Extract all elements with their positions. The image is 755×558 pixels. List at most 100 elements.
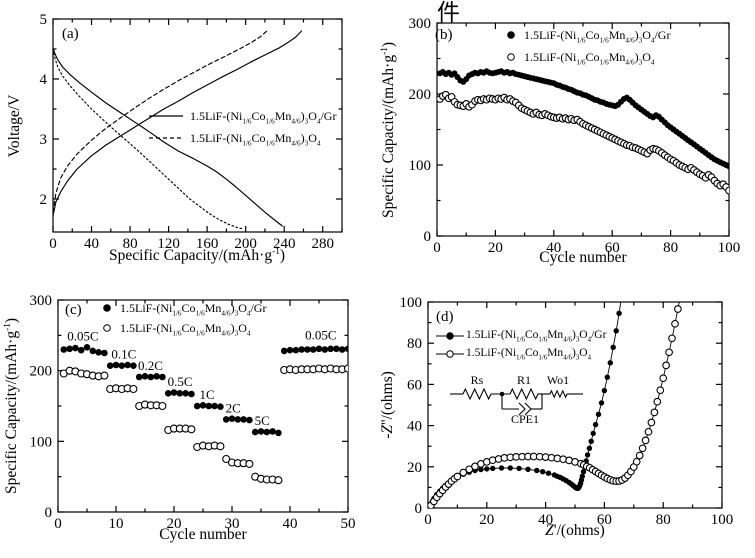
panel-b-tick-labels: 0 20 40 60 80 100 0 100 200 300 (409, 16, 741, 256)
series-pristine-discharge (53, 48, 245, 230)
svg-text:200: 200 (409, 87, 432, 103)
svg-text:20: 20 (488, 240, 503, 256)
rate-annotation: 0.05C (67, 328, 98, 343)
panel-d-nyquist-impedance: 0 20 40 60 80 100 0 20 40 60 80 100 Rs R1 Wo1 CPE1 (d) … (378, 279, 755, 558)
svg-text:0: 0 (424, 229, 432, 245)
svg-text:50: 50 (341, 516, 356, 532)
panel-c-axes (57, 299, 349, 513)
svg-text:10: 10 (109, 516, 124, 532)
solid-line-symbol (148, 110, 184, 122)
series-composite (437, 68, 729, 170)
panel-a-tick-labels: 0 40 80 120 160 200 240 280 2 3 4 5 (40, 12, 334, 252)
svg-text:160: 160 (196, 236, 219, 252)
svg-text:100: 100 (409, 158, 432, 174)
panel-a-series (53, 30, 303, 230)
svg-text:80: 80 (656, 512, 671, 528)
panel-a-y-axis-title: Voltage/V (6, 94, 23, 158)
panel-b-legend: 1.5LiF-(Ni1/6Co1/6Mn4/6)3O4/Gr 1.5LiF-(N… (504, 24, 670, 68)
legend-marker-glyph (149, 115, 183, 117)
panel-d-legend: 1.5LiF-(Ni1/6Co1/6Mn4/6)3O4/Gr 1.5LiF-(N… (436, 327, 606, 363)
svg-text:100: 100 (400, 295, 423, 311)
series-pristine (59, 364, 348, 485)
legend-label: 1.5LiF-(Ni1/6Co1/6Mn4/6)3O4/Gr (466, 329, 607, 344)
panel-a-plot: 0 40 80 120 160 200 240 280 2 3 4 5 (40, 12, 343, 252)
svg-text:2: 2 (40, 192, 48, 208)
legend-label: 1.5LiF-(Ni1/6Co1/6Mn4/6)3O4/Gr (190, 109, 337, 126)
panel-d-label: (d) (436, 309, 454, 325)
panel-c-y-axis-title: Specific Capacity/(mAh·g-1) (2, 317, 20, 495)
panel-b-y-axis-title: Specific Capacity/(mAh·g-1) (379, 41, 397, 219)
series-composite-discharge (53, 47, 283, 227)
filled-circle-symbol (100, 302, 114, 314)
panel-b-series (437, 68, 729, 195)
panel-c-legend: 1.5LiF-(Ni1/6Co1/6Mn4/6)3O4/Gr 1.5LiF-(N… (100, 298, 266, 338)
svg-text:80: 80 (123, 236, 138, 252)
svg-text:120: 120 (157, 236, 180, 252)
legend-label: 1.5LiF-(Ni1/6Co1/6Mn4/6)3O4/Gr (120, 301, 267, 318)
legend-marker-glyph (507, 53, 515, 61)
panel-a-x-axis-title: Specific Capacity/(mAh·g-1) (108, 246, 286, 264)
rate-annotation: 0.1C (111, 347, 136, 362)
svg-text:300: 300 (30, 293, 53, 309)
svg-text:200: 200 (234, 236, 257, 252)
panel-b-label: (b) (435, 27, 453, 43)
legend-marker-glyph (436, 332, 464, 340)
panel-d-y-axis-title: -Z''/(ohms) (379, 371, 396, 439)
svg-text:40: 40 (546, 240, 561, 256)
filled-circle-symbol (504, 29, 518, 41)
open-circle-symbol (100, 322, 114, 334)
svg-text:100: 100 (30, 434, 53, 450)
rate-annotation: 0.5C (168, 374, 193, 389)
svg-text:0: 0 (433, 240, 441, 256)
line-filled-circle-symbol (436, 330, 464, 342)
legend-entry-composite: 1.5LiF-(Ni1/6Co1/6Mn4/6)3O4/Gr (100, 298, 266, 318)
legend-label: 1.5LiF-(Ni1/6Co1/6Mn4/6)3O4 (524, 50, 655, 67)
series-composite (60, 344, 348, 437)
svg-text:20: 20 (407, 460, 422, 476)
svg-text:80: 80 (663, 240, 678, 256)
svg-text:0: 0 (45, 505, 53, 521)
panel-c-label: (c) (65, 302, 82, 318)
line-open-circle-symbol (436, 348, 464, 360)
panel-d-axes (427, 301, 723, 509)
svg-text:40: 40 (407, 419, 422, 435)
svg-text:0: 0 (424, 512, 432, 528)
legend-entry-pristine: 1.5LiF-(Ni1/6Co1/6Mn4/6)3O4 (504, 46, 670, 68)
circuit-label-wo1: Wo1 (547, 373, 569, 387)
stray-character: 件 (437, 0, 460, 25)
legend-entry-composite: 1.5LiF-(Ni1/6Co1/6Mn4/6)3O4/Gr (504, 24, 670, 46)
svg-text:280: 280 (311, 236, 334, 252)
legend-marker-glyph (507, 31, 515, 39)
svg-text:5: 5 (40, 12, 48, 28)
rate-annotation: 0.2C (138, 358, 163, 373)
legend-label: 1.5LiF-(Ni1/6Co1/6Mn4/6)3O4 (120, 321, 251, 338)
panel-d-series (428, 302, 682, 508)
svg-text:80: 80 (407, 336, 422, 352)
svg-text:240: 240 (273, 236, 296, 252)
svg-text:40: 40 (283, 516, 298, 532)
svg-text:3: 3 (40, 132, 48, 148)
svg-text:100: 100 (711, 512, 734, 528)
panel-c-rate-capability: 0 10 20 30 40 50 0 100 200 300 0.05C 0.1C 0.2C 0.5C 1C… (0, 279, 378, 558)
legend-marker-glyph (103, 324, 111, 332)
legend-label: 1.5LiF-(Ni1/6Co1/6Mn4/6)3O4 (466, 347, 592, 362)
svg-text:4: 4 (40, 72, 48, 88)
svg-text:20: 20 (479, 512, 494, 528)
equivalent-circuit-inset: Rs R1 Wo1 CPE1 (450, 373, 583, 426)
legend-entry-composite: 1.5LiF-(Ni1/6Co1/6Mn4/6)3O4/Gr (436, 327, 606, 345)
legend-marker-glyph (149, 137, 183, 139)
svg-text:0: 0 (415, 501, 423, 517)
rate-annotation: 1C (200, 387, 215, 402)
legend-label: 1.5LiF-(Ni1/6Co1/6Mn4/6)3O4/Gr (524, 28, 671, 45)
svg-text:30: 30 (225, 516, 240, 532)
panel-c-plot: 0 10 20 30 40 50 0 100 200 300 0.05C 0.1C0.2C 0.5C 1C… (30, 293, 356, 532)
series-pristine (428, 302, 682, 508)
svg-text:0: 0 (54, 516, 62, 532)
panel-d-tick-labels: 0 20 40 60 80 100 0 20 40 60 80 100 (400, 295, 734, 528)
rate-annotation: 2C (226, 400, 241, 415)
circuit-label-rs: Rs (471, 373, 484, 387)
panel-b-x-axis-title: Cycle number (539, 249, 627, 266)
legend-entry-pristine: 1.5LiF-(Ni1/6Co1/6Mn4/6)3O4 (148, 127, 336, 149)
svg-text:200: 200 (30, 364, 53, 380)
svg-text:0: 0 (49, 236, 57, 252)
